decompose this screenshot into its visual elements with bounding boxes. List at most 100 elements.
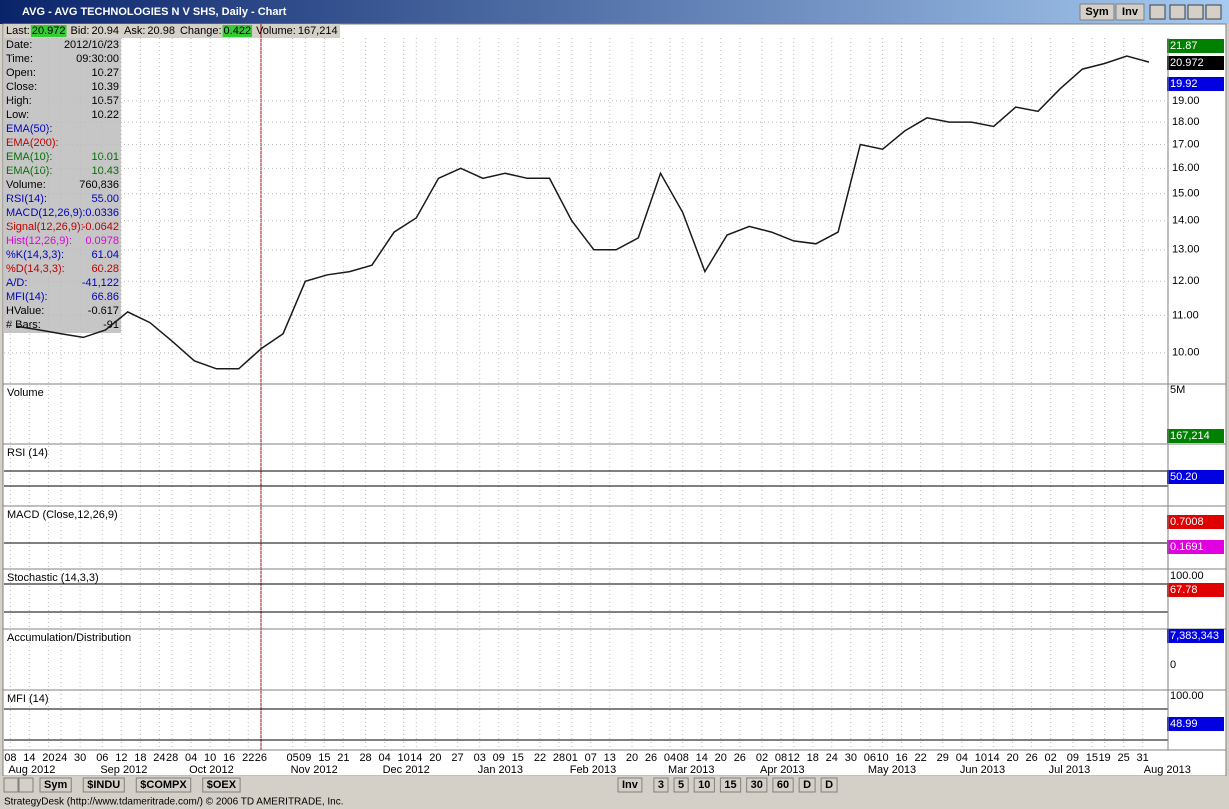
x-tick-label: 03 bbox=[474, 752, 486, 764]
panel-title: Accumulation/Distribution bbox=[7, 632, 131, 644]
window-control[interactable] bbox=[1169, 4, 1186, 20]
toolbar-button-label: 5 bbox=[678, 779, 684, 791]
window-control[interactable] bbox=[1187, 4, 1204, 20]
toolbar-button-label: Sym bbox=[44, 779, 67, 791]
quote-label: Bid: bbox=[71, 25, 90, 37]
x-tick-label: 09 bbox=[299, 752, 311, 764]
toolbar-button[interactable] bbox=[39, 777, 72, 793]
toolbar-button[interactable] bbox=[673, 777, 689, 793]
toolbar-button-label: D bbox=[803, 779, 811, 791]
x-tick-label: 02 bbox=[756, 752, 768, 764]
x-month-label: Aug 2012 bbox=[8, 764, 55, 776]
panel-value: 5M bbox=[1170, 384, 1185, 396]
x-tick-label: 24 bbox=[153, 752, 165, 764]
panel-value: 100.00 bbox=[1170, 690, 1204, 702]
toolbar-button[interactable] bbox=[798, 777, 816, 793]
x-month-label: Apr 2013 bbox=[760, 764, 805, 776]
price-label-box bbox=[1167, 56, 1224, 70]
x-tick-label: 06 bbox=[864, 752, 876, 764]
x-month-label: Nov 2012 bbox=[291, 764, 338, 776]
info-label: Open: bbox=[6, 67, 36, 79]
toolbar-button[interactable] bbox=[772, 777, 794, 793]
toolbar-button-label: 10 bbox=[698, 779, 710, 791]
info-label: Hist(12,26,9): bbox=[6, 235, 72, 247]
x-month-label: Dec 2012 bbox=[383, 764, 430, 776]
x-tick-label: 22 bbox=[242, 752, 254, 764]
toolbar-button[interactable] bbox=[719, 777, 742, 793]
info-value: 10.57 bbox=[91, 95, 119, 107]
nav-button[interactable] bbox=[18, 777, 34, 793]
nav-button[interactable] bbox=[3, 777, 19, 793]
toolbar-button[interactable] bbox=[135, 777, 192, 793]
toolbar-button[interactable] bbox=[202, 777, 241, 793]
quote-value: 0.422 bbox=[224, 25, 252, 37]
panel-value: 48.99 bbox=[1170, 718, 1198, 730]
info-value: 61.04 bbox=[91, 249, 119, 261]
y-tick-label: 16.00 bbox=[1172, 162, 1200, 174]
x-tick-label: 16 bbox=[895, 752, 907, 764]
x-tick-label: 22 bbox=[534, 752, 546, 764]
window-control[interactable] bbox=[1205, 4, 1222, 20]
toolbar-button-label: 15 bbox=[724, 779, 736, 791]
x-month-label: Jan 2013 bbox=[478, 764, 523, 776]
y-tick-label: 10.00 bbox=[1172, 347, 1200, 359]
toolbar-button[interactable] bbox=[746, 777, 768, 793]
toolbar-button[interactable] bbox=[617, 777, 643, 793]
panel-value: 100.00 bbox=[1170, 570, 1204, 582]
x-tick-label: 18 bbox=[134, 752, 146, 764]
window-button[interactable] bbox=[1115, 3, 1145, 21]
y-tick-label: 12.00 bbox=[1172, 275, 1200, 287]
x-tick-label: 08 bbox=[677, 752, 689, 764]
window-control[interactable] bbox=[1149, 4, 1166, 20]
window-title: AVG - AVG TECHNOLOGIES N V SHS, Daily - … bbox=[22, 6, 287, 18]
x-month-label: Feb 2013 bbox=[570, 764, 616, 776]
y-tick-label: 14.00 bbox=[1172, 215, 1200, 227]
x-tick-label: 28 bbox=[166, 752, 178, 764]
toolbar-button-label: D bbox=[825, 779, 833, 791]
x-tick-label: 28 bbox=[359, 752, 371, 764]
toolbar-button-label: 30 bbox=[751, 779, 763, 791]
x-month-label: Sep 2012 bbox=[100, 764, 147, 776]
info-value: 10.43 bbox=[91, 165, 119, 177]
x-tick-label: 04 bbox=[185, 752, 197, 764]
status-text: StrategyDesk (http://www.tdameritrade.co… bbox=[4, 797, 344, 808]
x-tick-label: 14 bbox=[410, 752, 422, 764]
y-tick-label: 13.00 bbox=[1172, 244, 1200, 256]
quote-label: Last: bbox=[6, 25, 30, 37]
x-tick-label: 10 bbox=[204, 752, 216, 764]
x-tick-label: 05 bbox=[286, 752, 298, 764]
info-value: -41,122 bbox=[82, 277, 119, 289]
info-label: %D(14,3,3): bbox=[6, 263, 65, 275]
x-month-label: Aug 2013 bbox=[1144, 764, 1191, 776]
toolbar-button-label: 3 bbox=[658, 779, 664, 791]
price-label: 20.972 bbox=[1170, 57, 1204, 69]
x-month-label: Jun 2013 bbox=[960, 764, 1005, 776]
x-tick-label: 26 bbox=[1025, 752, 1037, 764]
x-tick-label: 08 bbox=[775, 752, 787, 764]
x-tick-label: 21 bbox=[337, 752, 349, 764]
toolbar-button[interactable] bbox=[693, 777, 715, 793]
window-button-label: Inv bbox=[1122, 6, 1139, 18]
quote-value: 167,214 bbox=[298, 25, 338, 37]
x-tick-label: 18 bbox=[807, 752, 819, 764]
info-label: # Bars: bbox=[6, 319, 41, 331]
info-label: MACD(12,26,9): bbox=[6, 207, 85, 219]
x-month-label: May 2013 bbox=[868, 764, 916, 776]
x-tick-label: 07 bbox=[585, 752, 597, 764]
panel-value: 167,214 bbox=[1170, 430, 1210, 442]
toolbar-button[interactable] bbox=[820, 777, 838, 793]
window-button[interactable] bbox=[1079, 3, 1115, 21]
x-tick-label: 15 bbox=[512, 752, 524, 764]
x-tick-label: 08 bbox=[4, 752, 16, 764]
x-tick-label: 10 bbox=[876, 752, 888, 764]
info-value: -0.0642 bbox=[82, 221, 119, 233]
title-bar bbox=[0, 0, 1229, 24]
toolbar-button-label: $COMPX bbox=[140, 779, 187, 791]
panel-value-box bbox=[1167, 629, 1224, 643]
info-value: 55.00 bbox=[91, 193, 119, 205]
quote-value: 20.972 bbox=[32, 25, 66, 37]
toolbar-button[interactable] bbox=[653, 777, 669, 793]
toolbar-button[interactable] bbox=[82, 777, 125, 793]
x-tick-label: 20 bbox=[429, 752, 441, 764]
x-tick-label: 14 bbox=[987, 752, 999, 764]
